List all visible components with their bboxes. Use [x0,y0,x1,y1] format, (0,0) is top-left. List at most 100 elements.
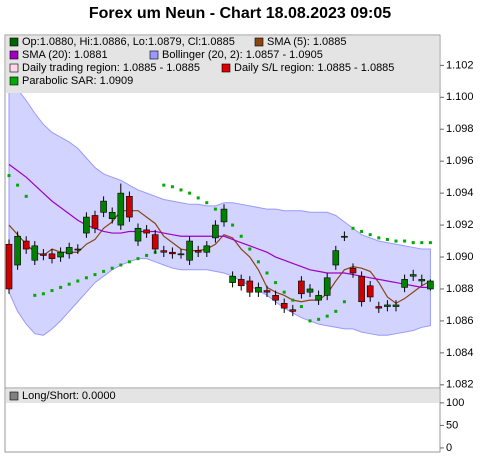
legend-swatch [9,76,19,86]
sar-dot [351,226,355,230]
candle-body [401,279,408,288]
candle-body [384,304,391,307]
sar-dot [41,292,45,296]
candle-body [14,235,21,266]
sar-dot [265,271,269,275]
legend-box [6,389,439,403]
y-tick-label: 100 [446,397,464,409]
y-tick-label: 1.100 [446,91,474,103]
sar-dot [342,300,346,304]
legend-swatch [9,63,19,73]
sar-dot [282,290,286,294]
legend-label: Daily trading region: 1.0885 - 1.0885 [22,62,200,74]
candle-body [366,285,374,298]
y-tick-label: 1.092 [446,219,474,231]
candle-body [48,253,56,259]
candle-body [280,303,288,309]
bollinger-band [8,80,431,336]
candle-body [143,229,150,234]
legend-label: Op:1.0880, Hi:1.0886, Lo:1.0879, Cl:1.08… [22,36,235,48]
legend-swatch [9,37,19,47]
sar-dot [368,233,372,237]
sar-dot [231,223,235,227]
sar-dot [162,183,166,187]
sar-dot [76,279,80,283]
candle-body [272,295,279,301]
legend-swatch [149,50,159,60]
sar-dot [196,196,200,200]
sar-dot [110,266,114,270]
sar-dot [239,234,243,238]
sar-dot [325,314,329,318]
y-tick-label: 1.090 [446,251,474,263]
candle-body [332,250,340,266]
legend-swatch [9,50,19,60]
sar-dot [179,188,183,192]
legend-swatch [221,63,231,73]
candle-body [91,215,99,229]
sar-dot [299,305,303,309]
candle-body [40,253,47,256]
candle-body [100,200,107,213]
candle-body [5,243,13,290]
candle-body [220,208,228,223]
y-tick-label: 1.096 [446,155,474,167]
y-tick-label: 1.094 [446,187,474,199]
candle-body [298,280,305,295]
candle-body [117,192,125,226]
candle-body [74,248,82,251]
sar-dot [136,257,140,261]
candle-body [134,227,142,242]
sar-dot [24,194,28,198]
sar-dot [127,260,131,264]
y-tick-label: 1.098 [446,123,474,135]
y-tick-label: 1.082 [446,379,474,391]
sar-dot [7,174,11,178]
candle-body [160,250,168,253]
sar-dot [291,298,295,302]
sar-dot [188,191,192,195]
sar-dot [33,293,37,297]
candle-body [246,280,254,293]
sar-dot [93,273,97,277]
candle-body [169,251,176,255]
candle-body [237,279,245,287]
candle-body [212,224,219,239]
candle-body [203,245,211,253]
candle-body [194,250,202,253]
indicator-line [8,210,431,305]
candle-body [289,309,297,312]
sar-dot [119,263,123,267]
y-tick-label: 1.086 [446,315,474,327]
sar-dot [16,183,20,187]
sar-dot [403,239,407,243]
candle-body [323,277,331,296]
sar-dot [248,247,252,251]
sar-dot [67,282,71,286]
candle-body [255,287,262,293]
sar-dot [205,201,209,205]
sar-dot [394,239,398,243]
sar-dot [170,185,174,189]
sar-dot [256,260,260,264]
candle-body [306,288,314,293]
candle-body [151,234,159,250]
sar-dot [213,207,217,211]
sar-dot [420,241,424,245]
sar-dot [84,276,88,280]
y-tick-label: 0 [446,442,452,454]
legend-label: Bollinger (20, 2): 1.0857 - 1.0905 [162,49,323,61]
candle-body [349,267,357,274]
candle-body [22,240,30,250]
sar-dot [385,237,389,241]
candle-body [341,235,348,238]
candle-body [375,306,383,309]
legend-swatch [254,37,264,47]
sar-dot [102,269,106,273]
candle-body [418,279,426,282]
y-tick-label: 1.088 [446,283,474,295]
legend-label: Daily S/L region: 1.0885 - 1.0885 [234,62,394,74]
sar-dot [145,253,149,257]
candle-body [229,275,236,283]
